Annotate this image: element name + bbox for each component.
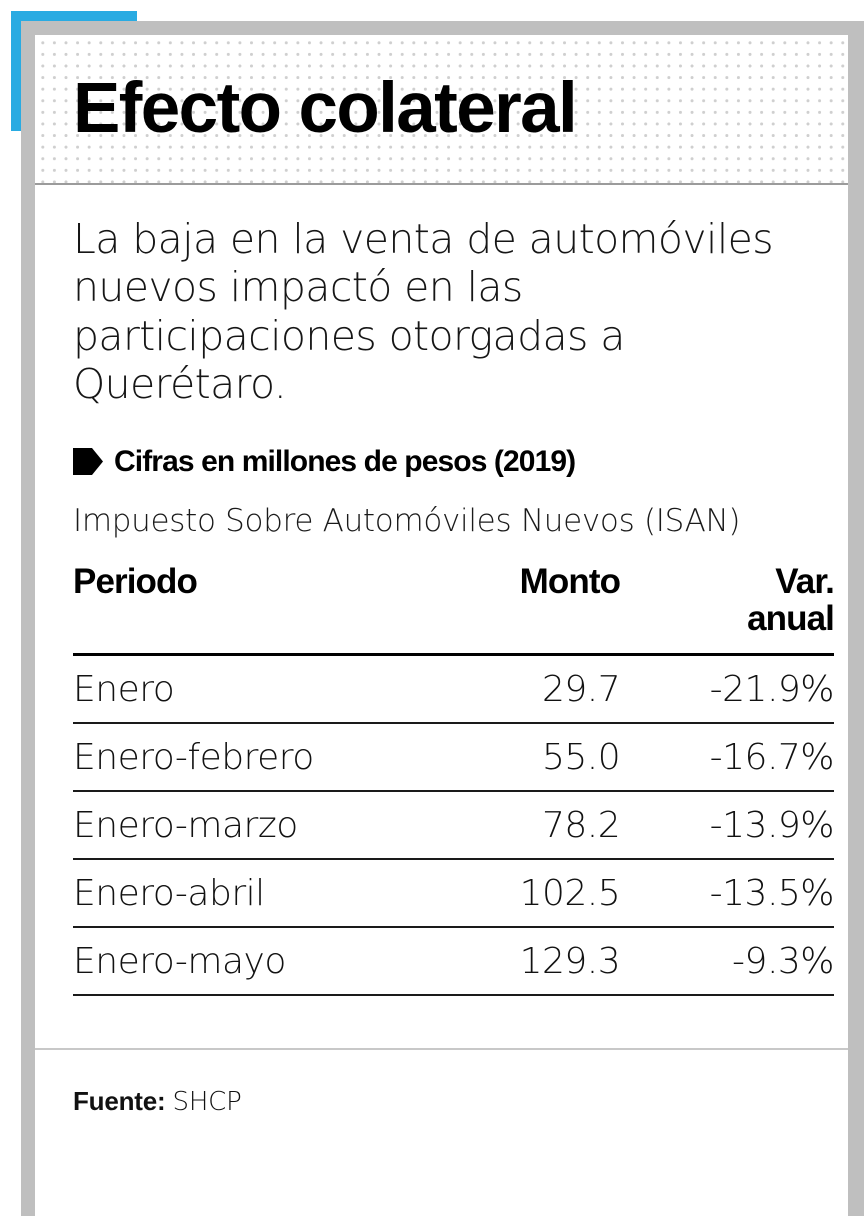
column-header-var-anual: Var. anual bbox=[636, 561, 835, 656]
table-row: Enero-abril 102.5 -13.5% bbox=[73, 858, 834, 928]
source-label: Fuente: bbox=[73, 1085, 166, 1116]
page-title: Efecto colateral bbox=[73, 69, 578, 149]
table-row: Enero-mayo 129.3 -9.3% bbox=[73, 926, 834, 996]
cell-periodo: Enero bbox=[73, 654, 424, 724]
cell-periodo: Enero-febrero bbox=[73, 722, 424, 792]
cell-monto: 129.3 bbox=[423, 926, 637, 996]
cell-var-anual: -21.9% bbox=[636, 654, 834, 724]
isan-data-table: Periodo Monto Var. anual Enero 29.7 -21.9… bbox=[73, 561, 835, 996]
measure-label: Impuesto Sobre Automóviles Nuevos (ISAN) bbox=[73, 502, 741, 539]
units-label: Cifras en millones de pesos (2019) bbox=[114, 444, 576, 478]
column-header-monto: Monto bbox=[423, 562, 637, 656]
card-body: La baja en la venta de automóviles nuevo… bbox=[35, 185, 848, 1117]
source-line: Fuente: SHCP bbox=[73, 1086, 834, 1117]
table-header-row: Periodo Monto Var. anual bbox=[73, 561, 835, 656]
table-row: Enero-marzo 78.2 -13.9% bbox=[73, 790, 834, 860]
table-row: Enero 29.7 -21.9% bbox=[73, 654, 834, 724]
cell-periodo: Enero-marzo bbox=[73, 790, 424, 860]
infographic-card: Efecto colateral La baja en la venta de … bbox=[35, 35, 848, 1216]
cell-monto: 55.0 bbox=[423, 722, 637, 792]
header-band: Efecto colateral bbox=[35, 35, 848, 185]
intro-paragraph: La baja en la venta de automóviles nuevo… bbox=[73, 215, 774, 409]
cell-monto: 29.7 bbox=[423, 654, 637, 724]
column-header-periodo: Periodo bbox=[73, 562, 424, 656]
cell-monto: 78.2 bbox=[423, 790, 637, 860]
cell-var-anual: -13.5% bbox=[636, 858, 834, 928]
filled-pentagon-bullet-icon bbox=[73, 448, 103, 475]
footer-divider bbox=[35, 1047, 848, 1050]
cell-var-anual: -16.7% bbox=[636, 722, 834, 792]
table-row: Enero-febrero 55.0 -16.7% bbox=[73, 722, 834, 792]
column-header-var-line2: anual bbox=[747, 598, 835, 638]
cell-var-anual: -9.3% bbox=[636, 926, 834, 996]
cell-periodo: Enero-abril bbox=[73, 858, 424, 928]
cell-monto: 102.5 bbox=[423, 858, 637, 928]
cell-var-anual: -13.9% bbox=[636, 790, 834, 860]
column-header-var-line1: Var. bbox=[775, 561, 835, 601]
units-line: Cifras en millones de pesos (2019) bbox=[73, 445, 834, 479]
source-value: SHCP bbox=[172, 1086, 242, 1117]
cell-periodo: Enero-mayo bbox=[73, 926, 424, 996]
